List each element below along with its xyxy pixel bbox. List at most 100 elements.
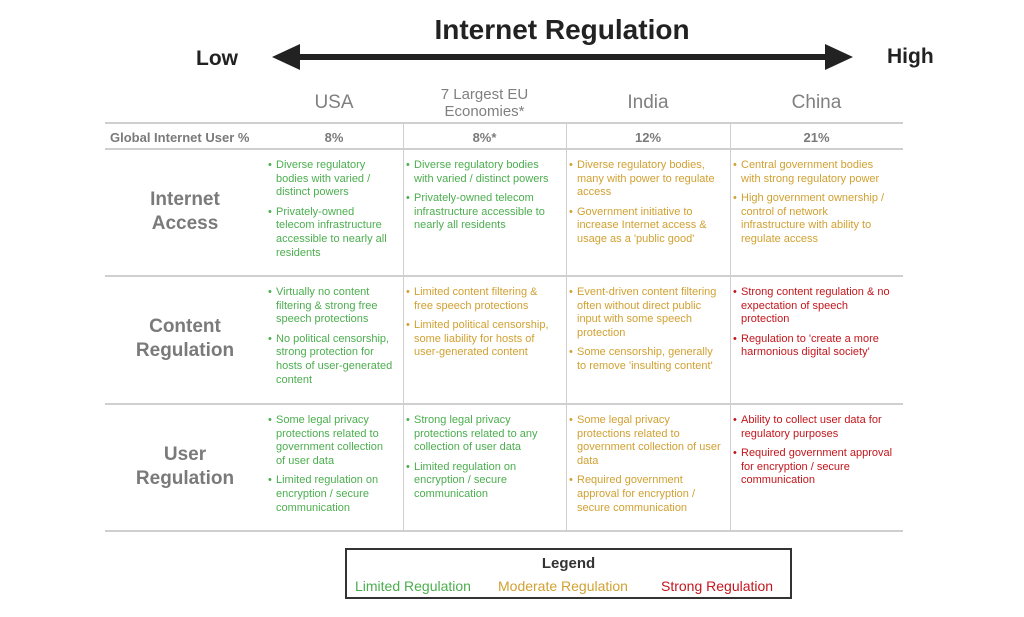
bullet-icon: •	[406, 286, 410, 298]
bullet-icon: •	[569, 346, 573, 359]
bullet-list: • Diverse regulatory bodies with varied /…	[268, 159, 394, 260]
bullet-text: Central government bodies with strong re…	[741, 159, 880, 185]
user-pct-label: Global Internet User %	[110, 130, 250, 145]
page-title: Internet Regulation	[434, 14, 690, 45]
bullet-icon: •	[406, 319, 410, 332]
bullet-text: Some censorship, generally to remove 'in…	[577, 346, 713, 372]
row-divider	[105, 275, 903, 277]
list-item: • Limited regulation on encryption / secu…	[268, 474, 394, 515]
bullet-text: Limited regulation on encryption / secur…	[414, 460, 517, 500]
bullet-text: Strong content regulation & no expectati…	[741, 286, 890, 326]
table-cell: • Event-driven content filtering often wi…	[569, 286, 721, 380]
bullet-list: • Diverse regulatory bodies, many with po…	[569, 159, 721, 247]
bullet-text: Strong legal privacy protections related…	[414, 414, 538, 454]
legend-item-limited: Limited Regulation	[355, 578, 471, 594]
bullet-text: Limited political censorship, some liabi…	[414, 319, 549, 359]
row-label-text: User Regulation	[135, 443, 235, 489]
table-cell: • Strong legal privacy protections relate…	[406, 414, 557, 508]
list-item: • Strong legal privacy protections relate…	[406, 414, 557, 455]
table-cell: • Ability to collect user data for regula…	[733, 414, 894, 494]
table-cell: • Some legal privacy protections related …	[268, 414, 394, 521]
list-item: • No political censorship, strong protect…	[268, 333, 394, 387]
table-cell: • Limited content filtering & free speech…	[406, 286, 557, 366]
row-label: Internet Access	[105, 188, 265, 236]
row-divider	[105, 122, 903, 124]
legend-item-strong: Strong Regulation	[661, 578, 774, 594]
list-item: • Diverse regulatory bodies with varied /…	[406, 159, 557, 186]
bullet-text: Required government approval for encrypt…	[741, 447, 893, 487]
list-item: • Privately-owned telecom infrastructure …	[406, 192, 557, 233]
bullet-icon: •	[406, 159, 410, 171]
legend: Legend Limited Regulation Moderate Regul…	[345, 548, 792, 599]
bullet-list: • Ability to collect user data for regula…	[733, 414, 894, 488]
bullet-icon: •	[268, 205, 272, 218]
table-cell: • Central government bodies with strong r…	[733, 159, 894, 253]
row-label-text: Internet Access	[150, 188, 220, 234]
row-divider	[105, 403, 903, 405]
bullet-icon: •	[733, 414, 737, 426]
column-divider	[730, 123, 731, 531]
bullet-icon: •	[569, 159, 573, 171]
bullet-text: Limited regulation on encryption / secur…	[276, 474, 379, 514]
double-arrow-icon	[272, 44, 853, 70]
scale-low-label: Low	[196, 47, 238, 70]
bullet-list: • Some legal privacy protections related …	[569, 414, 721, 515]
bullet-icon: •	[406, 460, 410, 473]
list-item: • Privately-owned telecom infrastructure …	[268, 206, 394, 260]
user-pct-value: 12%	[634, 130, 662, 145]
list-item: • High government ownership / control of …	[733, 192, 894, 246]
bullet-icon: •	[569, 205, 573, 218]
list-item: • Government initiative to increase Inter…	[569, 206, 721, 247]
bullet-icon: •	[733, 159, 737, 171]
legend-title: Legend	[541, 555, 596, 572]
list-item: • Central government bodies with strong r…	[733, 159, 894, 186]
legend-item-moderate: Moderate Regulation	[498, 578, 628, 594]
bullet-text: Diverse regulatory bodies with varied / …	[276, 159, 371, 199]
column-header: USA	[314, 92, 354, 113]
table-cell: • Diverse regulatory bodies with varied /…	[268, 159, 394, 266]
bullet-text: Event-driven content filtering often wit…	[577, 286, 717, 339]
bullet-icon: •	[406, 414, 410, 426]
list-item: • Virtually no content filtering & strong…	[268, 286, 394, 327]
bullet-icon: •	[733, 332, 737, 345]
column-header: India	[627, 92, 669, 113]
bullet-icon: •	[569, 414, 573, 426]
bullet-text: Diverse regulatory bodies, many with pow…	[577, 159, 715, 199]
list-item: • Ability to collect user data for regula…	[733, 414, 894, 441]
bullet-list: • Limited content filtering & free speech…	[406, 286, 557, 360]
bullet-list: • Strong content regulation & no expectat…	[733, 286, 894, 360]
bullet-text: Regulation to 'create a more harmonious …	[741, 332, 879, 359]
user-pct-value: 8%	[324, 130, 344, 145]
row-label: User Regulation	[105, 443, 265, 491]
bullet-list: • Strong legal privacy protections relate…	[406, 414, 557, 502]
list-item: • Strong content regulation & no expectat…	[733, 286, 894, 327]
bullet-text: Diverse regulatory bodies with varied / …	[414, 159, 549, 185]
list-item: • Some legal privacy protections related …	[569, 414, 721, 468]
row-label: Content Regulation	[105, 315, 265, 363]
bullet-icon: •	[268, 414, 272, 426]
bullet-icon: •	[268, 474, 272, 487]
bullet-icon: •	[569, 286, 573, 298]
bullet-text: Government initiative to increase Intern…	[577, 205, 707, 245]
list-item: • Some legal privacy protections related …	[268, 414, 394, 468]
list-item: • Limited political censorship, some liab…	[406, 319, 557, 360]
bullet-icon: •	[268, 332, 272, 345]
table-cell: • Strong content regulation & no expectat…	[733, 286, 894, 366]
row-label-text: Content Regulation	[135, 316, 235, 361]
list-item: • Required government approval for encryp…	[569, 474, 721, 515]
bullet-text: Limited content filtering & free speech …	[414, 286, 538, 312]
bullet-list: • Diverse regulatory bodies with varied /…	[406, 159, 557, 233]
bullet-text: Privately-owned telecom infrastructure a…	[414, 192, 545, 232]
bullet-icon: •	[268, 159, 272, 171]
bullet-text: Required government approval for encrypt…	[577, 474, 696, 514]
bullet-list: • Event-driven content filtering often wi…	[569, 286, 721, 374]
bullet-list: • Virtually no content filtering & strong…	[268, 286, 394, 387]
column-divider	[566, 123, 567, 531]
row-divider	[105, 148, 903, 150]
user-pct-value: 8%*	[472, 130, 497, 145]
list-item: • Regulation to 'create a more harmonious…	[733, 333, 894, 360]
bullet-text: Some legal privacy protections related t…	[577, 414, 721, 467]
column-header: China	[791, 92, 842, 113]
bullet-list: • Some legal privacy protections related …	[268, 414, 394, 515]
bullet-text: No political censorship, strong protecti…	[276, 332, 393, 386]
